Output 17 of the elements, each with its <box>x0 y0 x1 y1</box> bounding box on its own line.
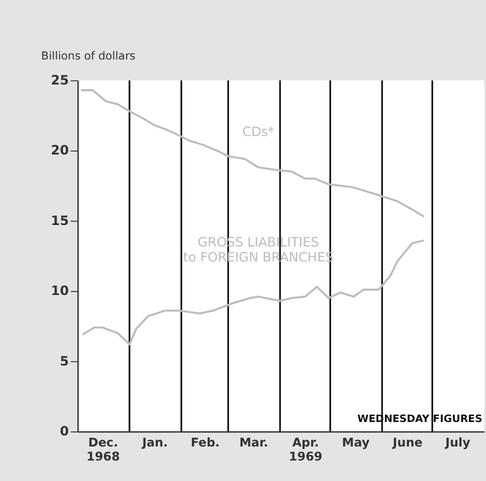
x-tick-label: Feb. <box>190 436 220 450</box>
line-series <box>80 89 425 218</box>
y-tick-label: 0 <box>60 424 69 440</box>
y-axis-title: Billions of dollars <box>41 50 136 63</box>
y-tick-label: 10 <box>50 284 69 300</box>
series-label: CDs* <box>242 125 275 140</box>
y-tick-label: 5 <box>60 354 69 370</box>
x-tick-label: May <box>342 436 370 450</box>
x-tick-label: June <box>392 436 423 450</box>
x-tick-label: Jan. <box>141 436 168 450</box>
x-tick-label: Dec. 1968 <box>86 436 120 464</box>
x-tick-label: July <box>444 436 470 450</box>
y-tick-label: 25 <box>50 74 69 89</box>
y-tick-label: 15 <box>50 214 69 229</box>
x-tick-label: Mar. <box>239 436 268 450</box>
x-tick-label: Apr. 1969 <box>288 436 322 464</box>
y-tick-label: 20 <box>50 144 69 159</box>
